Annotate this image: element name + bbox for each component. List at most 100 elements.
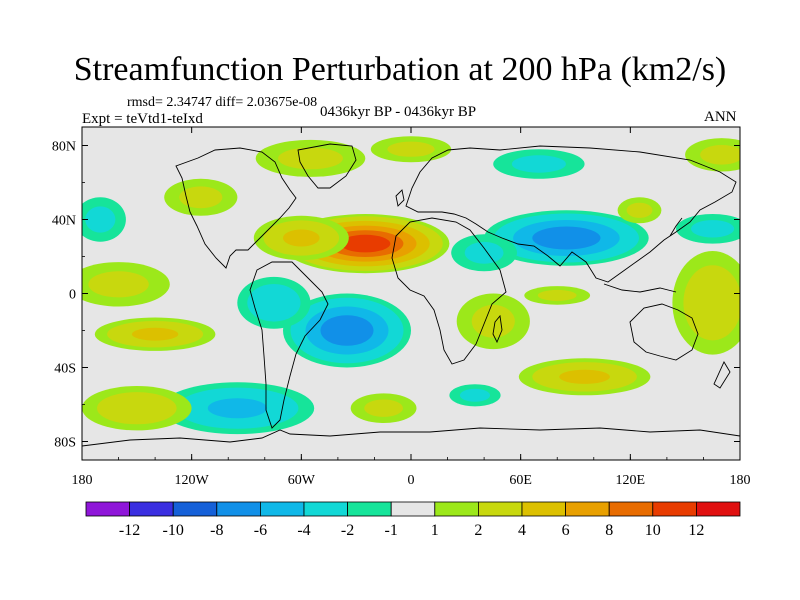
anomaly-13 (456, 293, 530, 350)
colorbar-label: -4 (297, 522, 310, 539)
anomaly-18 (82, 197, 126, 242)
anomaly-contour (700, 145, 740, 165)
anomaly-contour (387, 141, 435, 157)
x-tick-label: 180 (72, 473, 93, 488)
colorbar-label: 8 (605, 522, 613, 539)
anomaly-contour (471, 304, 515, 338)
x-tick-label: 120E (616, 473, 646, 488)
colorbar-label: 2 (474, 522, 482, 539)
anomaly-contour (691, 220, 735, 238)
colorbar-swatch (303, 501, 348, 517)
colorbar: -12 -10 -8 -6 -4 -2 -1 1 2 4 6 8 10 12 (85, 501, 741, 539)
coast-antarctica (82, 427, 740, 447)
colorbar-label: 6 (562, 522, 570, 539)
anomaly-contour (683, 265, 740, 341)
colorbar-label: 4 (518, 522, 526, 539)
coast-africa (391, 217, 507, 365)
coast-madagascar (492, 314, 503, 344)
coastlines (82, 143, 740, 447)
anomaly-15 (370, 136, 452, 163)
anomaly-contour (278, 147, 343, 170)
anomaly-16 (493, 149, 585, 179)
anomaly-contour (320, 315, 374, 346)
colorbar-swatch (129, 501, 174, 517)
anomaly-5 (451, 234, 517, 272)
anomaly-20 (524, 286, 591, 305)
anomaly-12 (518, 358, 651, 396)
anomaly-23 (617, 197, 662, 224)
x-tick-label: 120W (175, 473, 210, 488)
colorbar-swatch (85, 501, 130, 517)
coast-south-america (249, 261, 329, 429)
y-tick-label: 40N (52, 214, 76, 229)
colorbar-swatch (696, 501, 741, 517)
period-label: 0436kyr BP - 0436kyr BP (320, 104, 477, 120)
anomaly-9 (82, 262, 170, 307)
anomaly-2 (283, 293, 411, 368)
anomaly-8 (94, 317, 216, 351)
anomaly-contour (532, 226, 601, 250)
colorbar-label: -10 (163, 522, 184, 539)
anomaly-field (82, 136, 740, 435)
anomaly-6 (676, 214, 740, 244)
anomaly-contour (88, 271, 149, 298)
colorbar-swatch (434, 501, 479, 517)
colorbar-label: -12 (119, 522, 140, 539)
colorbar-label: 12 (688, 522, 704, 539)
colorbar-swatch (259, 501, 305, 517)
x-tick-label: 0 (408, 473, 415, 488)
y-tick-label: 80N (52, 140, 76, 155)
colorbar-swatch (172, 501, 218, 517)
y-tick-label: 80S (54, 436, 76, 451)
coast-eurasia (405, 145, 737, 283)
colorbar-swatch (652, 501, 697, 517)
anomaly-contour (464, 241, 504, 264)
colorbar-swatch (521, 501, 566, 517)
coast-indonesia (603, 283, 677, 293)
x-tick-label: 180 (730, 473, 751, 488)
colorbar-swatch (216, 501, 261, 517)
colorbar-label: 10 (645, 522, 661, 539)
anomaly-21 (350, 393, 417, 424)
anomaly-contour (340, 234, 391, 253)
colorbar-label: -8 (210, 522, 223, 539)
anomaly-contour (85, 206, 116, 233)
anomaly-contour (247, 284, 301, 322)
anomaly-4 (484, 210, 649, 266)
season-label: ANN (704, 109, 737, 125)
anomaly-contour (459, 388, 491, 402)
experiment-label: Expt = teVtd1-teIxd (82, 111, 203, 127)
anomaly-contour (537, 289, 577, 301)
colorbar-swatch (347, 501, 392, 517)
colorbar-swatch (477, 501, 523, 517)
anomaly-7 (160, 382, 315, 435)
anomaly-contour (179, 186, 223, 209)
anomaly-contour (131, 327, 179, 341)
colorbar-label: -6 (254, 522, 267, 539)
coast-uk (395, 189, 405, 207)
chart-title: Streamfunction Perturbation at 200 hPa (… (73, 51, 727, 88)
colorbar-swatch (608, 501, 654, 517)
colorbar-label: -2 (341, 522, 354, 539)
anomaly-10 (82, 386, 192, 431)
y-tick-label: 0 (69, 288, 76, 303)
y-tick-label: 40S (54, 362, 76, 377)
anomaly-contour (207, 398, 267, 419)
colorbar-swatch (565, 501, 610, 517)
colorbar-label: 1 (431, 522, 439, 539)
anomaly-contour (559, 369, 610, 384)
rmsd-diff-stats: rmsd= 2.34747 diff= 2.03675e-08 (127, 95, 318, 110)
coast-japan (669, 217, 683, 237)
anomaly-19 (685, 138, 740, 172)
x-tick-label: 60W (288, 473, 316, 488)
coast-north-america (175, 147, 297, 269)
anomaly-contour (283, 229, 320, 247)
anomaly-3 (237, 276, 311, 329)
axes: 180 120W 60W 0 60E 120E 180 80N 40N 0 40S 80S (52, 127, 751, 488)
x-tick-label: 60E (509, 473, 532, 488)
anomaly-contour (97, 392, 177, 425)
anomaly-contour (511, 155, 566, 173)
anomaly-contour (626, 202, 653, 218)
colorbar-swatch (390, 501, 436, 517)
